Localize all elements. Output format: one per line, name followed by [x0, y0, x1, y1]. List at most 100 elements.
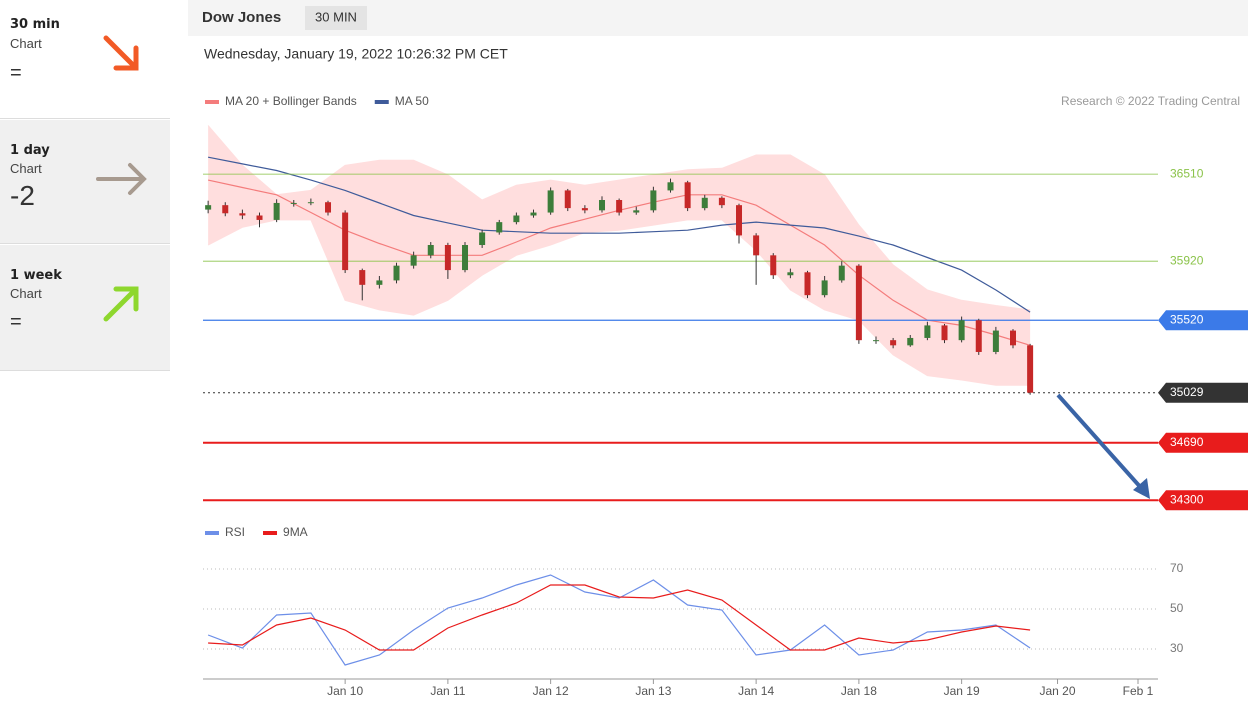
score: = — [10, 62, 22, 84]
candle-body — [564, 190, 571, 209]
candle-body — [1010, 330, 1017, 346]
candle-body — [444, 245, 451, 271]
y-tick-label: 70 — [1170, 561, 1184, 575]
candle-body — [650, 190, 657, 211]
candle-body — [410, 255, 417, 266]
candle-body — [924, 325, 931, 338]
level-label: 34300 — [1170, 492, 1204, 506]
legend-label: RSI — [225, 525, 245, 539]
y-tick-label: 30 — [1170, 641, 1184, 655]
interval[interactable]: 30 MIN — [315, 9, 357, 24]
chart-title: Dow Jones — [202, 9, 281, 26]
candle-body — [496, 222, 503, 233]
x-tick-label: Jan 12 — [533, 684, 569, 698]
panel-1week[interactable]: 1 week Chart = — [0, 245, 170, 371]
candle-body — [256, 215, 263, 220]
period: 1 week — [10, 268, 62, 283]
trend-arrow — [103, 35, 139, 71]
candle-body — [222, 205, 229, 214]
panel-1day[interactable]: 1 day Chart -2 — [0, 120, 170, 244]
candle-body — [753, 235, 760, 256]
candle-body — [975, 320, 982, 352]
x-tick-label: Jan 20 — [1040, 684, 1076, 698]
trend-arrow — [103, 286, 139, 322]
interval-box[interactable] — [305, 6, 367, 30]
y-tick-label: 50 — [1170, 601, 1184, 615]
panel-30min[interactable]: 30 min Chart = — [0, 0, 170, 119]
x-tick-label: Jan 14 — [738, 684, 774, 698]
candle-body — [599, 200, 606, 211]
level-box — [1158, 432, 1248, 453]
candle-body — [855, 265, 862, 341]
candle-body — [958, 320, 965, 341]
target-arrow-head — [1133, 478, 1150, 499]
credit: Research © 2022 Trading Central — [1061, 94, 1240, 108]
level-box — [1158, 310, 1248, 331]
candle-body — [616, 200, 623, 213]
candle-body — [205, 205, 212, 210]
candle-body — [479, 232, 486, 245]
x-tick-label: Jan 11 — [430, 684, 465, 698]
candle-body — [462, 245, 469, 271]
candle-body — [873, 340, 880, 342]
timestamp: Wednesday, January 19, 2022 10:26:32 PM … — [204, 46, 508, 62]
candle-body — [359, 270, 366, 285]
level-box — [1158, 382, 1248, 403]
candle-body — [701, 197, 708, 209]
candle-body — [273, 202, 280, 220]
x-tick-label: Jan 18 — [841, 684, 877, 698]
trend-arrow — [96, 163, 147, 195]
bollinger-upper — [207, 125, 1031, 311]
level-label: 34690 — [1170, 435, 1204, 449]
candle-body — [907, 337, 914, 346]
level-label: 35920 — [1170, 253, 1204, 267]
ma-line — [207, 156, 1031, 313]
x-tick-label: Feb 1 — [1123, 684, 1154, 698]
x-tick-label: Jan 13 — [635, 684, 671, 698]
score: = — [10, 311, 22, 333]
candle-body — [325, 202, 332, 213]
legend-label: MA 50 — [395, 94, 429, 108]
candle-body — [821, 280, 828, 296]
level-label: 36510 — [1170, 166, 1204, 180]
candle-body — [770, 255, 777, 276]
period: 30 min — [10, 17, 60, 32]
candle-body — [633, 210, 640, 213]
label: Chart — [10, 286, 42, 301]
candle-body — [941, 325, 948, 341]
legend-swatch — [263, 531, 278, 535]
score: -2 — [10, 180, 35, 211]
candle-body — [718, 197, 725, 206]
candle-body — [307, 202, 314, 204]
label: Chart — [10, 161, 42, 176]
candle-body — [684, 182, 691, 209]
period: 1 day — [10, 143, 50, 158]
candle-body — [838, 265, 845, 281]
legend-label: MA 20 + Bollinger Bands — [225, 94, 357, 108]
legend-swatch — [374, 100, 389, 104]
x-tick-label: Jan 19 — [944, 684, 980, 698]
rsi-line — [208, 584, 1031, 651]
candle-body — [427, 245, 434, 256]
legend-label: 9MA — [283, 525, 308, 539]
candle-body — [376, 280, 383, 285]
candle-body — [1027, 345, 1034, 393]
x-tick-label: Jan 10 — [327, 684, 363, 698]
candle-body — [547, 190, 554, 213]
bollinger-fill — [208, 125, 1031, 386]
candle-body — [513, 215, 520, 223]
level-label: 35520 — [1170, 312, 1204, 326]
level-label: 35029 — [1170, 385, 1204, 399]
candle-body — [393, 265, 400, 281]
level-box — [1158, 490, 1248, 511]
candle-body — [890, 340, 897, 346]
candle-body — [342, 212, 349, 271]
candle-body — [804, 272, 811, 296]
rsi-line — [207, 574, 1031, 666]
candle-body — [290, 202, 297, 204]
label: Chart — [10, 36, 42, 51]
legend-swatch — [205, 531, 219, 535]
candle-body — [667, 182, 674, 191]
